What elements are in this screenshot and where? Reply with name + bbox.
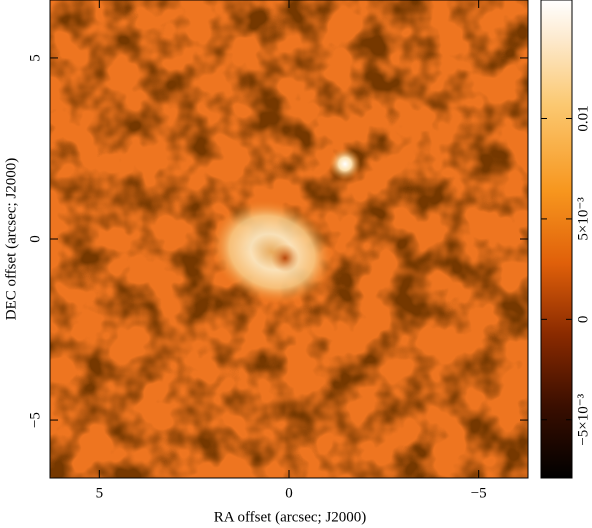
colorbar-tick-label: 5×10⁻³	[575, 197, 591, 241]
colorbar	[540, 0, 573, 479]
y-tick-label: −5	[27, 412, 43, 428]
y-tick-label: 0	[27, 235, 43, 243]
x-tick-label: 5	[96, 485, 104, 501]
y-axis-label: DEC offset (arcsec; J2000)	[3, 158, 19, 321]
x-tick-label: 0	[285, 485, 293, 501]
x-axis-label: RA offset (arcsec; J2000)	[214, 509, 367, 525]
colorbar-tick-label: 0	[575, 316, 591, 324]
image	[50, 0, 528, 478]
y-tick-label: 5	[27, 54, 43, 62]
colorbar-tick-label: −5×10⁻³	[575, 393, 591, 445]
colorbar-tick-label: 0.01	[575, 105, 591, 131]
x-tick-label: −5	[471, 485, 487, 501]
